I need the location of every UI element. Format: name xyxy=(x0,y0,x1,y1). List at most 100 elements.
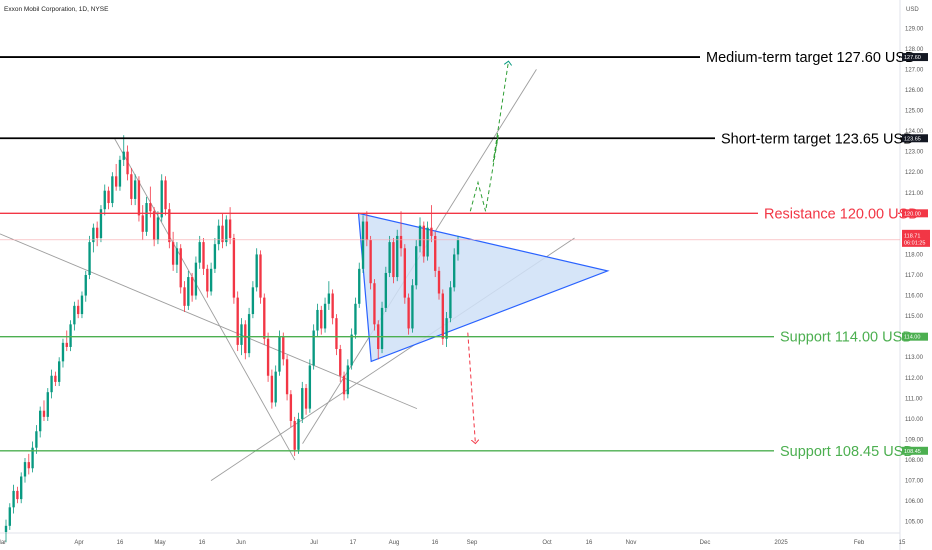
candle-body xyxy=(225,219,228,243)
medium-target-price-tag[interactable] xyxy=(902,53,928,62)
y-tick-label: 105.00 xyxy=(905,520,924,526)
candle-body xyxy=(202,242,205,269)
x-tick-label: Feb xyxy=(854,540,865,546)
candle xyxy=(92,223,95,253)
candle xyxy=(221,213,224,249)
candle-body xyxy=(418,225,422,247)
candle-body xyxy=(263,297,266,339)
y-tick-label: 111.00 xyxy=(905,396,923,402)
candle xyxy=(12,484,15,514)
current-price-value: 118.71 xyxy=(904,233,920,239)
resistance-price-tag[interactable] xyxy=(902,209,928,218)
candle xyxy=(213,237,217,273)
candle xyxy=(149,186,152,218)
candle-body xyxy=(88,242,91,275)
candle xyxy=(437,266,441,300)
candle-body xyxy=(164,180,167,210)
candle-body xyxy=(61,342,65,362)
level-lines: Medium-term target 127.60 USD Short-term … xyxy=(0,50,919,460)
y-tick-label: 109.00 xyxy=(905,437,924,443)
candle xyxy=(183,281,186,313)
candle xyxy=(335,314,338,356)
candle xyxy=(175,242,179,273)
candle xyxy=(31,441,34,473)
candle xyxy=(39,406,42,438)
y-tick-label: 107.00 xyxy=(905,479,924,485)
candle-body xyxy=(335,318,338,350)
channel-down-lower xyxy=(114,138,296,461)
candle-body xyxy=(434,235,437,271)
candle xyxy=(122,135,125,167)
candle-body xyxy=(99,209,103,238)
short-target-price-tag[interactable] xyxy=(902,134,928,143)
candle xyxy=(308,359,312,413)
symbol-title: Exxon Mobil Corporation, 1D, NYSE xyxy=(4,6,109,13)
y-tick-label: 127.00 xyxy=(905,67,924,73)
candle-body xyxy=(76,305,80,315)
candle xyxy=(354,297,357,339)
candle xyxy=(392,237,395,284)
candle-body xyxy=(282,336,285,360)
candle-body xyxy=(331,293,334,319)
candle-body xyxy=(293,420,296,450)
y-tick-label: 125.00 xyxy=(905,109,924,115)
candle-body xyxy=(31,447,34,469)
candle-body xyxy=(308,365,312,409)
candle-body xyxy=(156,217,160,241)
candle xyxy=(316,303,319,337)
candle-body xyxy=(65,342,68,347)
candle-body xyxy=(289,394,293,421)
candle-body xyxy=(126,151,129,175)
candle xyxy=(42,400,46,421)
candle xyxy=(304,383,308,415)
y-tick-label: 126.00 xyxy=(905,88,924,94)
candle xyxy=(453,248,456,292)
price-axis[interactable]: 105.00 106.00 107.00 108.00 109.00 110.00 111.… xyxy=(902,26,930,526)
candle-body xyxy=(403,248,407,298)
candle xyxy=(247,307,251,358)
candle-body xyxy=(23,462,27,477)
candle-body xyxy=(407,297,410,329)
x-tick-label: 16 xyxy=(586,540,593,546)
candle xyxy=(259,250,262,304)
resistance-price-tag-text: 120.00 xyxy=(904,211,921,217)
candle xyxy=(270,369,274,409)
support-108-price-tag[interactable] xyxy=(902,446,928,455)
candle xyxy=(396,229,399,282)
currency-label[interactable]: USD xyxy=(906,7,919,13)
support-114-price-tag[interactable] xyxy=(902,332,928,341)
x-tick-label: May xyxy=(154,540,165,546)
current-price-tag[interactable] xyxy=(902,229,930,247)
time-axis[interactable]: Mar Apr 16 May 16 Jun Jul 17 Aug 16 Sep Oct 16 Nov Dec… xyxy=(0,540,906,546)
y-tick-label: 116.00 xyxy=(905,294,924,300)
candle xyxy=(365,211,369,247)
candle-body xyxy=(16,490,19,500)
projection-arrows xyxy=(467,61,509,443)
candle xyxy=(8,503,11,530)
candle-body xyxy=(95,227,99,238)
triangle-shape xyxy=(357,212,610,363)
support-108-price-tag-text: 108.45 xyxy=(904,449,921,455)
candle xyxy=(46,388,49,421)
support-108-level: Support 108.45 USD xyxy=(0,444,914,460)
candle xyxy=(137,176,141,222)
candle xyxy=(255,248,258,292)
candle-body xyxy=(221,225,224,243)
candle xyxy=(399,211,403,257)
candle xyxy=(434,231,437,278)
resistance-level: Resistance 120.00 USD xyxy=(0,206,919,222)
y-tick-label: 121.00 xyxy=(905,191,924,197)
x-tick-label: 16 xyxy=(199,540,206,546)
candle-body xyxy=(365,221,369,241)
candle xyxy=(80,291,84,319)
candle-body xyxy=(46,392,49,417)
candle-body xyxy=(339,349,342,376)
candle xyxy=(118,155,122,191)
candle xyxy=(73,301,76,331)
y-tick-label: 122.00 xyxy=(905,170,924,176)
candle xyxy=(350,328,353,370)
candle-body xyxy=(12,490,15,508)
candle xyxy=(320,305,323,335)
y-tick-label: 117.00 xyxy=(905,273,924,279)
